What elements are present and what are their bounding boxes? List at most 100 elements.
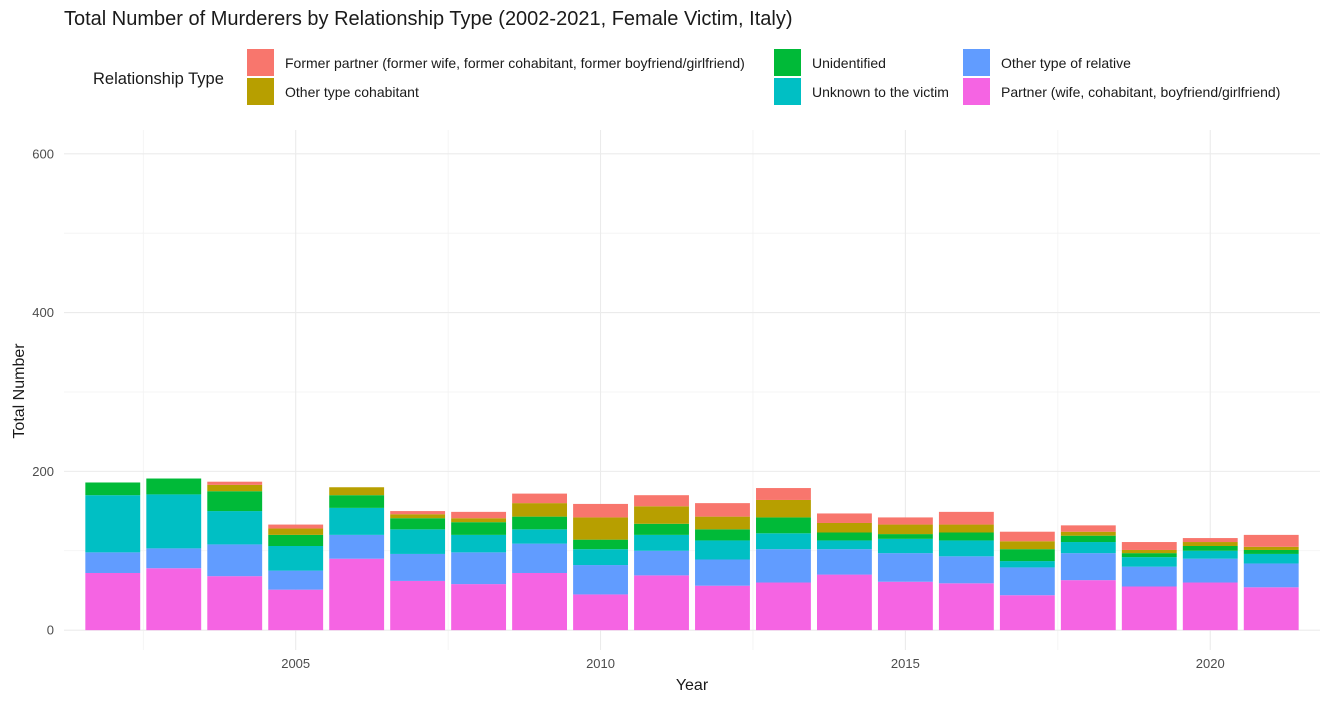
bar-segment: [85, 495, 141, 553]
bar-segment: [329, 558, 385, 631]
bar-segment: [938, 511, 994, 525]
legend-item-partner: Partner (wife, cohabitant, boyfriend/gir…: [963, 77, 1280, 106]
bar-segment: [877, 534, 933, 539]
bar-segment: [390, 518, 446, 530]
legend-item-other-cohabitant: Other type cohabitant: [247, 77, 419, 106]
bar-segment: [756, 499, 811, 518]
bar-segment: [1243, 534, 1299, 547]
bar-segment: [695, 503, 750, 517]
x-tick-label: 2020: [1196, 656, 1225, 671]
bar-segment: [634, 506, 689, 524]
bar-segment: [877, 524, 933, 535]
bar-segment: [877, 517, 933, 525]
bar-segment: [390, 529, 446, 554]
bar-segment: [451, 534, 507, 553]
bar-segment: [512, 493, 568, 504]
chart-title: Total Number of Murderers by Relationshi…: [64, 8, 793, 30]
bar-segment: [634, 534, 689, 551]
bar-segment: [268, 570, 324, 590]
bar-segment: [268, 528, 324, 535]
legend-title: Relationship Type: [93, 70, 224, 88]
x-tick-label: 2015: [891, 656, 920, 671]
x-axis-title: Year: [676, 677, 709, 694]
legend-label-other-cohabitant: Other type cohabitant: [285, 83, 419, 100]
bar-segment: [390, 553, 446, 581]
bar-segment: [1060, 542, 1116, 554]
bar-segment: [1121, 557, 1177, 567]
bar-segment: [207, 544, 263, 577]
bar-segment: [695, 540, 750, 560]
bar-segment: [1182, 550, 1238, 559]
bar-segment: [1121, 566, 1177, 587]
bar-segment: [938, 583, 994, 631]
bar-segment: [938, 540, 994, 557]
legend-key-partner: [963, 78, 990, 105]
bar-segment: [573, 503, 628, 518]
bar-segment: [1121, 549, 1177, 554]
bar-segment: [999, 541, 1055, 550]
y-axis-title: Total Number: [11, 343, 28, 439]
bar-segment: [1182, 582, 1238, 631]
bar-segment: [268, 546, 324, 571]
bar-segment: [634, 495, 689, 507]
bar-segment: [1243, 587, 1299, 631]
bar-segment: [877, 553, 933, 582]
legend-key-unidentified: [774, 49, 801, 76]
x-tick-label: 2010: [586, 656, 615, 671]
bar-segment: [573, 549, 628, 566]
bar-segment: [512, 543, 568, 573]
bar-segment: [85, 482, 141, 496]
bar-segment: [207, 491, 263, 512]
bar-segment: [756, 549, 811, 583]
bar-segment: [816, 574, 872, 631]
bar-segment: [85, 572, 141, 631]
legend-key-former-partner: [247, 49, 274, 76]
bar-segment: [1243, 563, 1299, 588]
bar-segment: [938, 532, 994, 541]
bar-segment: [146, 548, 202, 569]
legend-label-former-partner: Former partner (former wife, former coha…: [285, 54, 745, 71]
bar-segment: [938, 556, 994, 584]
bar-segment: [512, 529, 568, 544]
bar-segment: [999, 549, 1055, 562]
bar-segment: [268, 589, 324, 631]
bar-segment: [329, 534, 385, 559]
bar-segment: [816, 522, 872, 533]
bar-segment: [573, 517, 628, 540]
bar-segment: [268, 534, 324, 546]
tick-labels: 0 200 400 600 2005 2010 2015 2020: [32, 146, 1224, 671]
bar-segment: [207, 576, 263, 631]
bar-segment: [1121, 542, 1177, 550]
bar-segment: [329, 507, 385, 535]
bar-segment: [695, 559, 750, 586]
bar-segment: [938, 524, 994, 533]
bar-segment: [877, 538, 933, 554]
legend-key-other-cohabitant: [247, 78, 274, 105]
bar-segment: [1182, 558, 1238, 583]
bar-segment: [390, 511, 446, 515]
bar-segment: [85, 552, 141, 573]
bar-segment: [999, 595, 1055, 631]
bar-segment: [1243, 553, 1299, 564]
legend-item-unidentified: Unidentified: [774, 48, 886, 77]
bar-segment: [451, 552, 507, 585]
bar-segment: [695, 516, 750, 530]
legend-key-other-relative: [963, 49, 990, 76]
bar-segment: [756, 582, 811, 631]
bar-segment: [1060, 553, 1116, 581]
bar-segment: [999, 567, 1055, 596]
bar-segment: [634, 523, 689, 535]
bar-segment: [695, 529, 750, 541]
bar-segment: [1060, 580, 1116, 631]
bar-segment: [1060, 525, 1116, 532]
bar-segment: [390, 580, 446, 631]
bars: [85, 478, 1299, 631]
bar-segment: [146, 478, 202, 495]
legend-label-unknown: Unknown to the victim: [812, 83, 949, 100]
legend-item-unknown: Unknown to the victim: [774, 77, 949, 106]
bar-segment: [1243, 549, 1299, 554]
legend-label-other-relative: Other type of relative: [1001, 54, 1131, 71]
y-tick-label: 400: [32, 305, 54, 320]
x-tick-label: 2005: [281, 656, 310, 671]
